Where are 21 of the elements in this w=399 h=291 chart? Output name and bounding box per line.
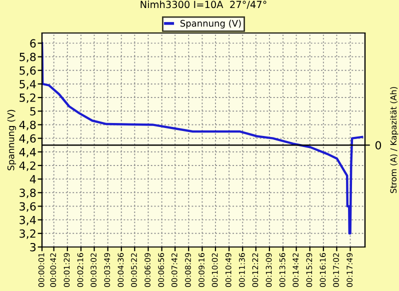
- y-tick-label: 3,2: [20, 229, 36, 239]
- y-tick-label: 5,6: [20, 66, 36, 76]
- y-tick-label: 5,4: [20, 80, 36, 90]
- y-tick-label: 5,2: [20, 94, 36, 104]
- y-tick-label: 3,6: [20, 202, 36, 212]
- y-axis-title: Spannung (V): [7, 110, 16, 170]
- y-tick-label: 3: [30, 242, 36, 252]
- y-tick-label: 4: [30, 175, 36, 184]
- text: 0: [375, 141, 382, 150]
- y-tick-label: 5: [30, 107, 36, 116]
- y-tick-label: 5,8: [20, 52, 36, 62]
- chart-title: Nimh3300 I=10A 27°/47°: [140, 0, 266, 9]
- legend-label: Spannung (V): [180, 20, 241, 28]
- y-tick-label: 6: [30, 39, 36, 48]
- y-tick-label: 4,4: [19, 148, 36, 158]
- y-tick-label: 4,8: [19, 120, 36, 130]
- y-tick-label: 3,4: [20, 216, 36, 226]
- y-tick-label: 3,8: [20, 188, 36, 198]
- y-tick-label: 4,2: [19, 161, 36, 171]
- y-tick-label: 4,6: [19, 134, 36, 144]
- y2-axis-title: Strom (A) / Kapazität (Ah): [390, 87, 398, 194]
